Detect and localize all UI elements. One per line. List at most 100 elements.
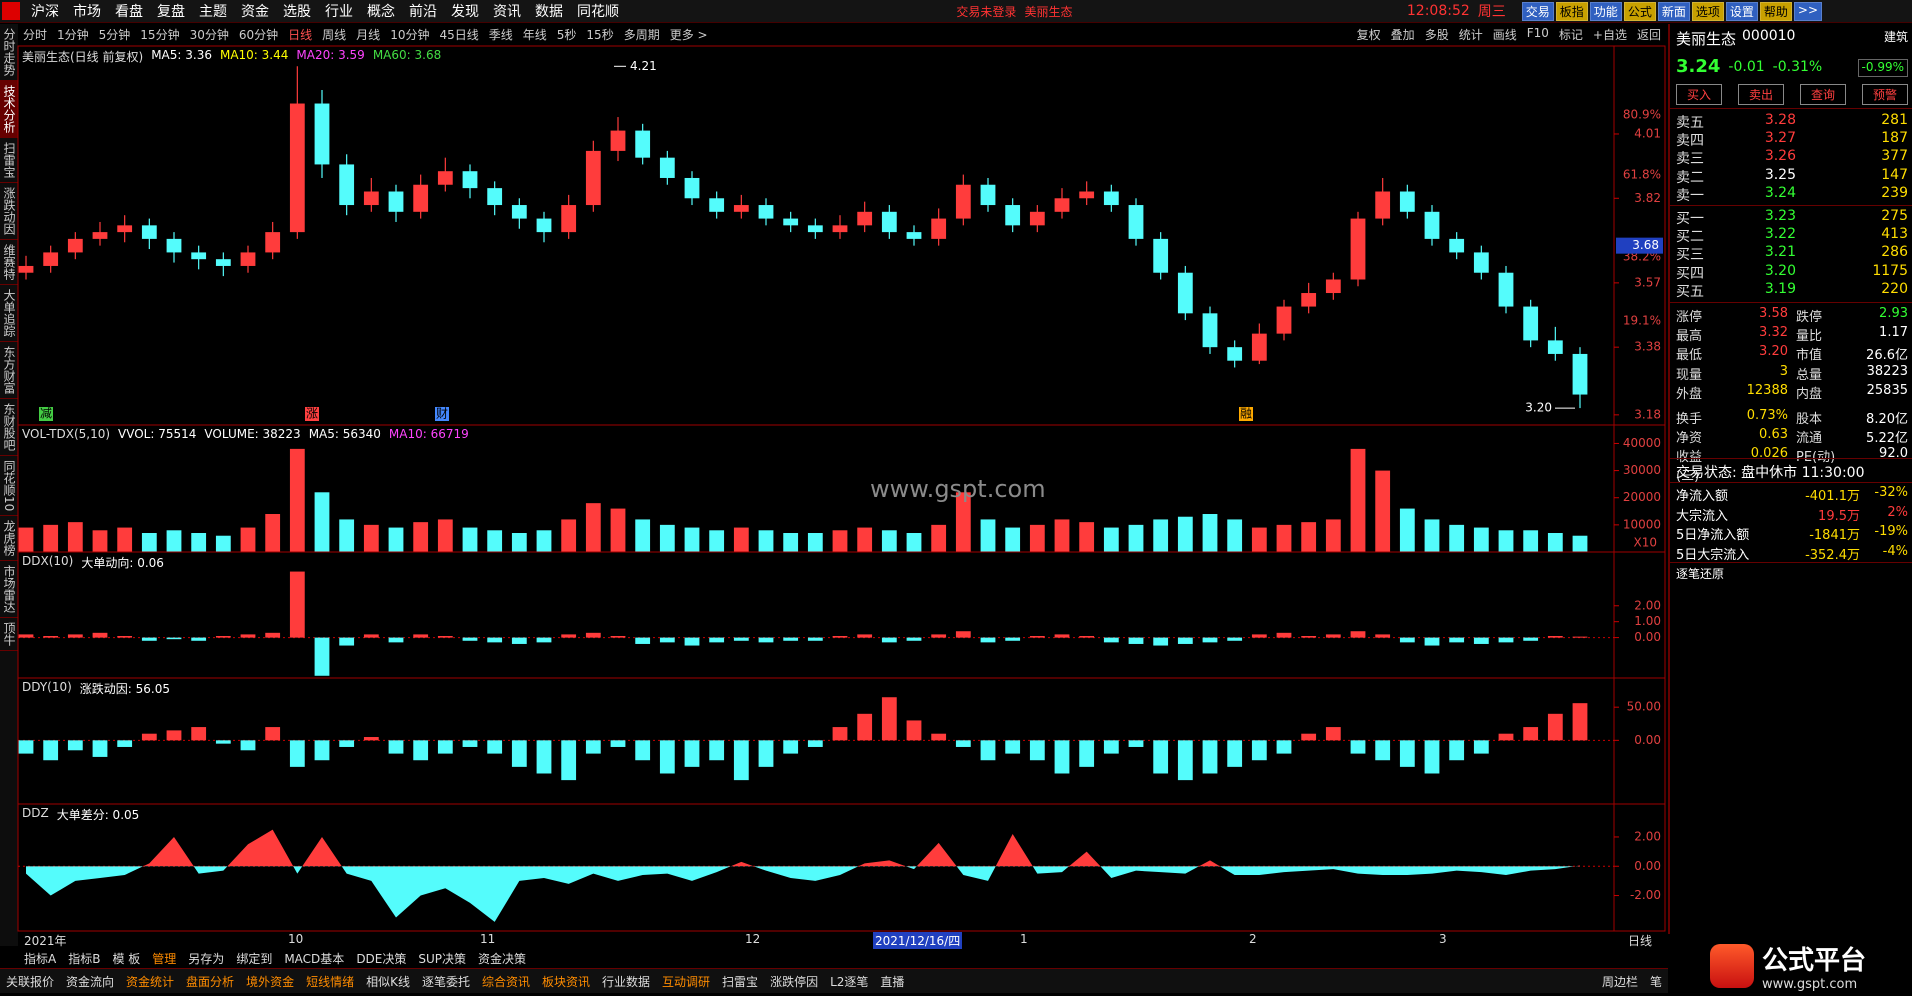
tool-button[interactable]: 复权 bbox=[1356, 27, 1381, 42]
period-button[interactable]: 月线 bbox=[356, 27, 381, 42]
menu-item[interactable]: 主题 bbox=[199, 4, 227, 20]
menu-item[interactable]: 看盘 bbox=[115, 4, 143, 20]
indicator-tab[interactable]: MACD基本 bbox=[284, 951, 345, 966]
indicator-bar bbox=[117, 636, 133, 638]
function-tab[interactable]: 关联报价 bbox=[6, 974, 55, 989]
indicator-bar bbox=[807, 637, 823, 641]
function-tab[interactable]: 资金统计 bbox=[126, 974, 175, 989]
indicator-tab[interactable]: 另存为 bbox=[188, 951, 225, 966]
indicator-tab[interactable]: DDE决策 bbox=[356, 951, 407, 966]
menu-button[interactable]: 板指 bbox=[1555, 1, 1588, 21]
period-button[interactable]: 年线 bbox=[522, 27, 547, 42]
side-tab[interactable]: 技术分析 bbox=[0, 81, 18, 138]
period-button[interactable]: 60分钟 bbox=[238, 27, 279, 42]
function-tab[interactable]: 相似K线 bbox=[366, 974, 410, 989]
function-tab[interactable]: 逐笔委托 bbox=[421, 974, 470, 989]
tool-button[interactable]: F10 bbox=[1526, 25, 1549, 40]
period-button[interactable]: 多周期 bbox=[623, 27, 660, 42]
period-button[interactable]: 5秒 bbox=[556, 27, 577, 42]
period-button[interactable]: 15秒 bbox=[586, 27, 614, 42]
period-button[interactable]: 45日线 bbox=[439, 27, 479, 42]
function-tab[interactable]: 盘面分析 bbox=[186, 974, 235, 989]
side-tab[interactable]: 扫雷宝 bbox=[0, 138, 18, 183]
menu-button[interactable]: 交易 bbox=[1521, 1, 1554, 21]
period-button[interactable]: 更多 > bbox=[669, 27, 708, 42]
menu-button[interactable]: 选项 bbox=[1691, 1, 1724, 21]
menu-item[interactable]: 市场 bbox=[73, 4, 101, 20]
book-price: 3.27 bbox=[1764, 130, 1796, 147]
indicator-tab[interactable]: 指标B bbox=[68, 951, 101, 966]
menu-item[interactable]: 复盘 bbox=[157, 4, 185, 20]
period-button[interactable]: 分时 bbox=[23, 27, 48, 42]
flow-label: 大宗流入 bbox=[1676, 508, 1729, 524]
period-button[interactable]: 周线 bbox=[322, 27, 347, 42]
period-button[interactable]: 10分钟 bbox=[390, 27, 430, 42]
menu-item[interactable]: 沪深 bbox=[31, 4, 59, 20]
function-tab[interactable]: 直播 bbox=[880, 974, 905, 989]
side-tab[interactable]: 东财股吧 bbox=[0, 399, 18, 456]
tool-button[interactable]: 返回 bbox=[1636, 27, 1661, 42]
menu-button[interactable]: 设置 bbox=[1725, 1, 1758, 21]
function-tab[interactable]: 涨跌停因 bbox=[770, 974, 819, 989]
function-tab[interactable]: 综合资讯 bbox=[481, 974, 530, 989]
trade-button[interactable]: 买入 bbox=[1676, 84, 1723, 105]
tool-button[interactable]: +自选 bbox=[1592, 27, 1627, 42]
tool-button[interactable]: 画线 bbox=[1492, 27, 1517, 42]
stat-value: 8.20亿 bbox=[1866, 412, 1908, 427]
side-tab[interactable]: 龙虎榜 bbox=[0, 516, 18, 562]
menu-item[interactable]: 资讯 bbox=[493, 4, 521, 20]
trade-button[interactable]: 查询 bbox=[1799, 84, 1846, 105]
side-tab[interactable]: 大单追踪 bbox=[0, 285, 18, 342]
menu-button[interactable]: >> bbox=[1793, 1, 1822, 21]
indicator-tab[interactable]: 管理 bbox=[152, 951, 177, 966]
menu-item[interactable]: 前沿 bbox=[409, 4, 437, 20]
trade-button[interactable]: 预警 bbox=[1861, 84, 1908, 105]
tool-button[interactable]: 叠加 bbox=[1390, 27, 1415, 42]
tool-button[interactable]: 标记 bbox=[1558, 27, 1583, 42]
book-price: 3.24 bbox=[1764, 184, 1796, 201]
menu-button[interactable]: 新面 bbox=[1657, 1, 1690, 21]
function-tab[interactable]: L2逐笔 bbox=[830, 974, 869, 989]
menu-item[interactable]: 发现 bbox=[451, 4, 479, 20]
menu-item[interactable]: 同花顺 bbox=[577, 4, 619, 20]
period-button[interactable]: 日线 bbox=[288, 27, 313, 42]
menu-item[interactable]: 概念 bbox=[367, 4, 395, 20]
function-tab[interactable]: 笔 bbox=[1649, 974, 1662, 989]
function-tab[interactable]: 扫雷宝 bbox=[722, 974, 759, 989]
menu-item[interactable]: 数据 bbox=[535, 4, 563, 20]
side-tab[interactable]: 同花顺10 bbox=[0, 456, 18, 517]
function-tab[interactable]: 资金流向 bbox=[66, 974, 115, 989]
function-tab[interactable]: 互动调研 bbox=[662, 974, 711, 989]
period-button[interactable]: 30分钟 bbox=[189, 27, 229, 42]
tool-button[interactable]: 统计 bbox=[1458, 27, 1483, 42]
indicator-tab[interactable]: 资金决策 bbox=[478, 951, 527, 966]
period-button[interactable]: 1分钟 bbox=[57, 27, 89, 42]
tool-button[interactable]: 多股 bbox=[1424, 27, 1449, 42]
side-tab[interactable]: 东方财富 bbox=[0, 342, 18, 399]
indicator-tab[interactable]: SUP决策 bbox=[418, 951, 467, 966]
indicator-tab[interactable]: 模 板 bbox=[112, 951, 141, 966]
side-tab[interactable]: 维赛特 bbox=[0, 240, 18, 285]
function-tab[interactable]: 行业数据 bbox=[602, 974, 651, 989]
side-tab[interactable]: 市场雷达 bbox=[0, 561, 18, 619]
side-tab[interactable]: 顶牛 bbox=[0, 618, 18, 652]
indicator-tab[interactable]: 指标A bbox=[24, 951, 57, 966]
candle-body bbox=[881, 211, 897, 233]
period-button[interactable]: 5分钟 bbox=[98, 27, 131, 42]
menu-button[interactable]: 功能 bbox=[1589, 1, 1622, 21]
function-tab[interactable]: 境外资金 bbox=[246, 974, 295, 989]
period-button[interactable]: 15分钟 bbox=[140, 27, 180, 42]
menu-item[interactable]: 选股 bbox=[283, 4, 311, 20]
menu-item[interactable]: 行业 bbox=[325, 4, 353, 20]
function-tab[interactable]: 板块资讯 bbox=[542, 974, 591, 989]
indicator-tab[interactable]: 绑定到 bbox=[236, 951, 273, 966]
function-tab[interactable]: 周边栏 bbox=[1601, 974, 1638, 989]
menu-button[interactable]: 帮助 bbox=[1759, 1, 1792, 21]
period-button[interactable]: 季线 bbox=[488, 27, 513, 42]
menu-button[interactable]: 公式 bbox=[1623, 1, 1656, 21]
menu-item[interactable]: 资金 bbox=[241, 4, 269, 20]
side-tab[interactable]: 分时走势 bbox=[0, 24, 18, 81]
side-tab[interactable]: 涨跌动因 bbox=[0, 183, 18, 240]
function-tab[interactable]: 短线情绪 bbox=[306, 974, 355, 989]
trade-button[interactable]: 卖出 bbox=[1737, 84, 1784, 105]
